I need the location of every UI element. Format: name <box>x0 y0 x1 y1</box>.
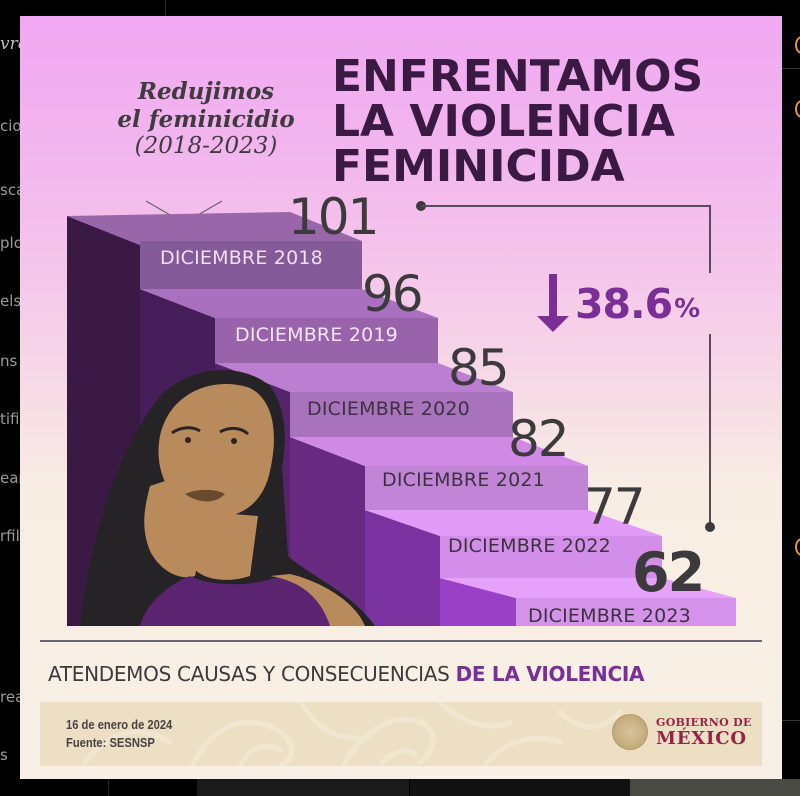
data-source: Fuente: SESNSP <box>66 735 155 750</box>
page-title: ENFRENTAMOS LA VIOLENCIA FEMINICIDA <box>332 54 752 189</box>
background-divider <box>165 0 166 18</box>
subtitle: Redujimos el feminicidio (2018-2023) <box>106 78 306 161</box>
gov-line-1: GOBIERNO DE <box>656 715 752 729</box>
step-label-2020: DICIEMBRE 2020 <box>307 398 470 420</box>
reduction-unit: % <box>674 294 701 324</box>
tagline: ATENDEMOS CAUSAS Y CONSECUENCIAS DE LA V… <box>48 662 768 686</box>
step-value-2023: 62 <box>632 541 705 604</box>
step-label-2019: DICIEMBRE 2019 <box>235 324 398 346</box>
bracket-line-top <box>421 205 711 207</box>
subtitle-line-3: (2018-2023) <box>134 133 278 160</box>
tagline-bold: DE LA VIOLENCIA <box>455 662 645 686</box>
reduction-badge: 38.6 % <box>535 274 700 334</box>
step-label-2022: DICIEMBRE 2022 <box>448 535 611 557</box>
background-thumbnail[interactable] <box>197 779 409 796</box>
sidebar-fragment[interactable]: plo <box>0 234 22 252</box>
sidebar-fragment[interactable]: sca <box>0 181 22 199</box>
sidebar-fragment[interactable]: s <box>0 746 8 764</box>
step-label-2021: DICIEMBRE 2021 <box>382 469 545 491</box>
step-label-2018: DICIEMBRE 2018 <box>160 247 323 269</box>
status-ring-icon[interactable] <box>795 538 800 556</box>
subtitle-line-2: el feminicidio <box>117 105 295 133</box>
step-value-2022: 77 <box>584 478 646 536</box>
bracket-line-right-lower <box>709 334 711 526</box>
sidebar-fragment[interactable]: els <box>0 292 22 310</box>
bracket-line-right-upper <box>709 205 711 273</box>
sidebar-fragment[interactable]: tifi <box>0 410 20 428</box>
sidebar-fragment[interactable]: ear <box>0 469 22 487</box>
gov-line-2: MÉXICO <box>656 727 747 749</box>
step-value-2020: 85 <box>448 339 510 397</box>
national-seal-icon <box>612 714 648 750</box>
floor-divider <box>40 640 762 642</box>
background-right-column <box>782 0 800 796</box>
step-value-2019: 96 <box>362 265 424 323</box>
step-value-2021: 82 <box>508 410 570 468</box>
sidebar-fragment[interactable]: cio <box>0 117 22 135</box>
bracket-end-dot <box>705 522 715 532</box>
status-ring-icon[interactable] <box>795 100 800 118</box>
divider <box>782 68 800 69</box>
step-label-2023: DICIEMBRE 2023 <box>528 605 691 627</box>
publish-date: 16 de enero de 2024 <box>66 717 173 732</box>
step-value-2018: 101 <box>288 188 379 246</box>
reduction-value: 38.6 <box>575 280 673 328</box>
staircase-illustration <box>67 212 736 626</box>
subtitle-line-1: Redujimos <box>137 78 275 105</box>
woman-illustration <box>80 369 375 626</box>
sidebar-fragment[interactable]: vrc <box>0 34 22 54</box>
sidebar-fragment[interactable]: ns <box>0 352 18 370</box>
status-ring-icon[interactable] <box>795 36 800 54</box>
decorative-pattern <box>80 702 623 766</box>
title-line-1: ENFRENTAMOS <box>332 51 704 102</box>
infographic-image[interactable]: Redujimos el feminicidio (2018-2023) ENF… <box>20 16 782 779</box>
sidebar-fragment[interactable]: rea <box>0 688 22 706</box>
sidebar-fragment[interactable]: rfil <box>0 527 20 545</box>
divider <box>782 720 800 721</box>
background-thumbnail[interactable] <box>630 779 800 796</box>
background-divider <box>108 779 109 796</box>
gobierno-logo: GOBIERNO DE MÉXICO <box>612 714 752 750</box>
background-sidebar: vrc cio sca plo els ns tifi ear rfil rea… <box>0 0 22 796</box>
footer-banner: 16 de enero de 2024 Fuente: SESNSP GOBIE… <box>40 702 762 766</box>
title-line-3: FEMINICIDA <box>332 141 625 192</box>
tagline-regular: ATENDEMOS CAUSAS Y CONSECUENCIAS <box>48 662 456 686</box>
title-line-2: LA VIOLENCIA <box>332 96 675 147</box>
arrow-down-icon <box>537 274 569 332</box>
